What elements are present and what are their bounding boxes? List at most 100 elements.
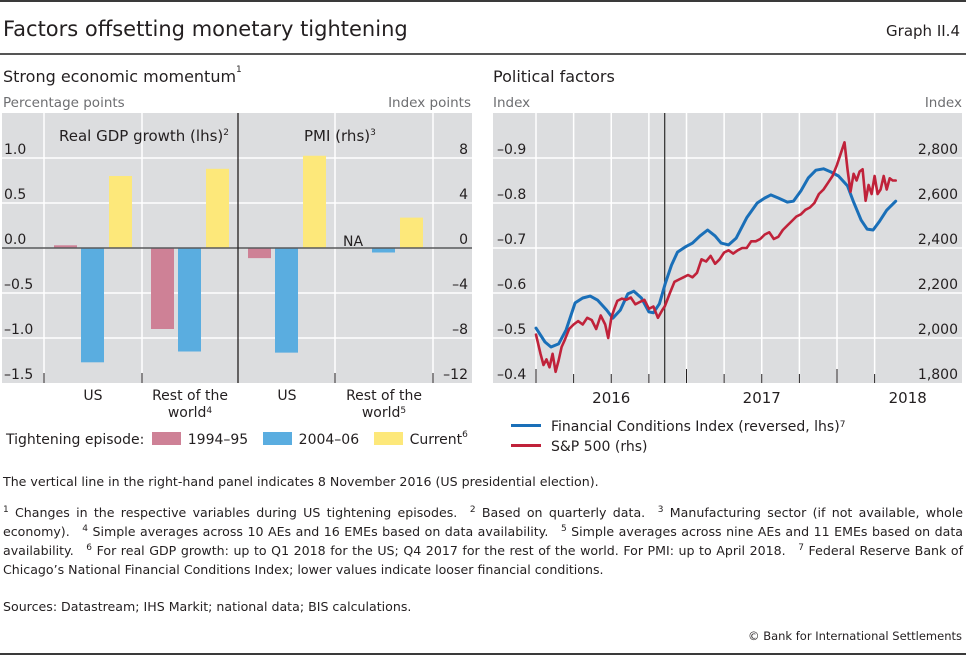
legend-label: Current — [409, 432, 463, 448]
category-label: Rest of the world5 — [334, 388, 434, 422]
copyright: © Bank for International Settlements — [748, 629, 962, 643]
legend-item-fci: Financial Conditions Index (reversed, lh… — [511, 417, 845, 437]
bar-current — [109, 176, 132, 248]
right-legend: Financial Conditions Index (reversed, lh… — [511, 417, 845, 457]
y-tick-label-left: 0.5 — [4, 187, 26, 203]
right-unit-label: Index points — [388, 95, 471, 111]
footnote-number: 4 — [82, 524, 89, 534]
y-tick-label-right: 8 — [459, 142, 468, 158]
footnote-ref: 7 — [839, 420, 846, 430]
legend-item-sp500: S&P 500 (rhs) — [511, 437, 845, 457]
footnote-number: 5 — [560, 524, 567, 534]
footnotes: 1 Changes in the respective variables du… — [3, 503, 963, 579]
y-tick-label-left: 1.0 — [4, 142, 26, 158]
y-tick-label-right: 2,400 — [918, 232, 958, 248]
bar-2004-06 — [275, 248, 298, 353]
y-tick-label-right: –12 — [443, 367, 468, 383]
y-tick-label-right: 0 — [459, 232, 468, 248]
top-rule — [0, 0, 966, 2]
right-line-chart: –0.9 2,800 –0.8 2,600 –0.7 2,400 –0.6 2,200 –0.5… — [493, 113, 962, 407]
graph-number: Graph II.4 — [886, 22, 960, 40]
bar-1994-95 — [54, 245, 77, 248]
bar-1994-95 — [151, 248, 174, 329]
right-panel-title: Political factors — [493, 67, 615, 86]
category-label-text: US — [83, 388, 103, 404]
x-tick-label: 2018 — [889, 389, 927, 407]
y-tick-label-left: –0.5 — [4, 277, 33, 293]
y-tick-label-left: –0.8 — [497, 187, 526, 203]
x-tick-label: 2016 — [592, 389, 630, 407]
left-bar-chart: 1.0 8 0.5 4 0.0 0 –0.5 –4 –1.0 –8 –1.5 –12 Real GDP … — [2, 113, 472, 383]
y-tick-label-left: –0.7 — [497, 232, 526, 248]
footnote: 3 Manufacturing sector (if not available… — [3, 505, 963, 539]
footnote-text: Federal Reserve Bank of Chicago’s Nation… — [3, 543, 964, 577]
footnote: 6 For real GDP growth: up to Q1 2018 for… — [86, 543, 798, 558]
footnote-ref: 2 — [223, 128, 229, 138]
legend-label: 2004–06 — [298, 432, 360, 448]
category-label: US — [63, 388, 123, 405]
right-panel-left-unit: Index — [493, 95, 531, 111]
bar-current — [303, 155, 326, 248]
footnote-ref: 5 — [400, 406, 407, 416]
x-tick-label: 2017 — [743, 389, 781, 407]
sources: Sources: Datastream; IHS Markit; nationa… — [3, 599, 412, 614]
legend-line-fci — [511, 424, 541, 427]
y-tick-label-right: 2,800 — [918, 142, 958, 158]
y-tick-label-left: 0.0 — [4, 232, 26, 248]
left-panel-title: Strong economic momentum1 — [3, 65, 242, 86]
header-rule — [0, 53, 966, 55]
category-label: US — [257, 388, 317, 405]
bar-2004-06 — [372, 248, 395, 253]
y-tick-label-right: –8 — [452, 322, 468, 338]
category-label-text: world — [361, 405, 401, 421]
bar-current — [400, 217, 423, 248]
y-tick-label-right: 2,600 — [918, 187, 958, 203]
category-label-text: world — [167, 405, 207, 421]
y-tick-label-right: –4 — [452, 277, 468, 293]
y-tick-label-left: –0.9 — [497, 142, 526, 158]
footnote-ref: 1 — [236, 65, 242, 75]
footnote-text: Simple averages across nine AEs and 11 E… — [3, 524, 963, 558]
footnote-text: For real GDP growth: up to Q1 2018 for t… — [92, 543, 799, 558]
left-panel-title-text: Strong economic momentum — [3, 67, 237, 86]
na-label: NA — [343, 234, 363, 250]
chart-canvas: 1.0 8 0.5 4 0.0 0 –0.5 –4 –1.0 –8 –1.5 –12 Real GDP … — [2, 113, 962, 407]
footnote: 2 Based on quarterly data. — [470, 505, 658, 520]
footnote-number: 2 — [469, 505, 476, 515]
legend-line-sp500 — [511, 444, 541, 447]
footnote-text: Changes in the respective variables duri… — [8, 505, 470, 520]
bar-current — [206, 168, 229, 248]
category-label-text: Rest of the — [346, 388, 422, 404]
footnote-ref: 3 — [370, 128, 376, 138]
bar-2004-06 — [178, 248, 201, 352]
left-unit-label: Percentage points — [3, 95, 125, 111]
left-legend: Tightening episode: 1994–95 2004–06 Curr… — [6, 430, 468, 448]
main-note: The vertical line in the right-hand pane… — [3, 474, 599, 489]
footnote: 5 Simple averages across nine AEs and 11… — [3, 524, 963, 558]
category-label-text: US — [277, 388, 297, 404]
section-label: Real GDP growth (lhs)2 — [59, 127, 229, 145]
section-label: PMI (rhs)3 — [304, 127, 376, 145]
footnote-ref: 4 — [206, 406, 213, 416]
footnote-number: 6 — [86, 543, 93, 553]
footnote-number: 1 — [3, 505, 9, 515]
footnote: 7 Federal Reserve Bank of Chicago’s Nati… — [3, 543, 963, 577]
legend-label: 1994–95 — [187, 432, 249, 448]
y-tick-label-left: –1.5 — [4, 367, 33, 383]
sp500-line — [534, 141, 898, 374]
y-tick-label-left: –0.5 — [497, 322, 526, 338]
graph-title: Factors offsetting monetary tightening — [3, 17, 408, 41]
bar-1994-95 — [248, 248, 271, 259]
y-tick-label-right: 4 — [459, 187, 468, 203]
y-tick-label-left: –1.0 — [4, 322, 33, 338]
legend-swatch-1994-95 — [151, 432, 181, 445]
legend-swatch-2004-06 — [262, 432, 292, 445]
y-tick-label-left: –0.6 — [497, 277, 526, 293]
legend-label: S&P 500 (rhs) — [551, 439, 648, 455]
right-panel-right-unit: Index — [924, 95, 962, 111]
y-tick-label-left: –0.4 — [497, 367, 526, 383]
category-label-text: Rest of the — [152, 388, 228, 404]
bar-2004-06 — [81, 248, 104, 363]
footnote-number: 7 — [798, 543, 804, 553]
fci-line — [534, 167, 898, 349]
